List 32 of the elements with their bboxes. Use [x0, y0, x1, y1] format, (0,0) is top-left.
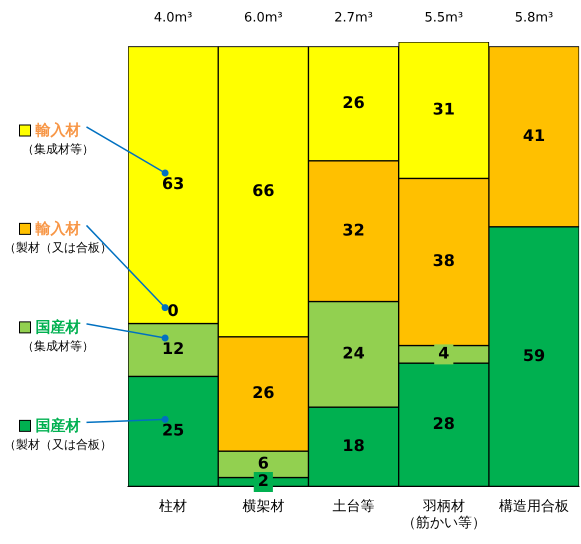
data-label: 12 — [162, 339, 184, 358]
x-tick-label: 羽柄材（筋かい等） — [402, 498, 486, 532]
data-label: 24 — [342, 344, 365, 363]
data-label: 63 — [162, 174, 184, 194]
text: 4.0m³ — [154, 10, 192, 26]
data-label: 26 — [252, 383, 274, 402]
data-label: 38 — [432, 251, 455, 270]
legend-label: 国産材（製材（又は合板） — [4, 416, 112, 452]
text: 2.7m³ — [334, 10, 373, 26]
data-label: 6 — [258, 454, 269, 473]
data-label: 32 — [342, 220, 365, 240]
text: 5.5m³ — [424, 10, 464, 26]
data-label: 41 — [522, 126, 546, 145]
data-label: 28 — [432, 414, 455, 433]
data-label: 26 — [342, 92, 365, 112]
data-label: 25 — [162, 420, 184, 440]
data-label: 66 — [252, 180, 274, 200]
data-label: 18 — [342, 436, 365, 455]
x-tick-label: 構造用合板 — [499, 498, 569, 514]
text: 6.0m³ — [244, 10, 283, 26]
data-label: 4 — [438, 344, 450, 363]
data-label: 31 — [432, 99, 455, 118]
data-label: 59 — [522, 346, 546, 365]
legend-label: 輸入材（製材（又は合板） — [4, 219, 112, 255]
x-tick-label: 土台等 — [332, 498, 375, 514]
legend-label: 国産材（集成材等） — [22, 318, 94, 354]
x-tick-label: 柱材 — [159, 498, 188, 514]
data-label: 0 — [168, 300, 179, 320]
text: 5.8m³ — [514, 10, 554, 26]
legend-label: 輸入材（集成材等） — [22, 120, 94, 156]
data-label: 2 — [258, 471, 269, 490]
x-tick-label: 横架材 — [242, 498, 284, 514]
